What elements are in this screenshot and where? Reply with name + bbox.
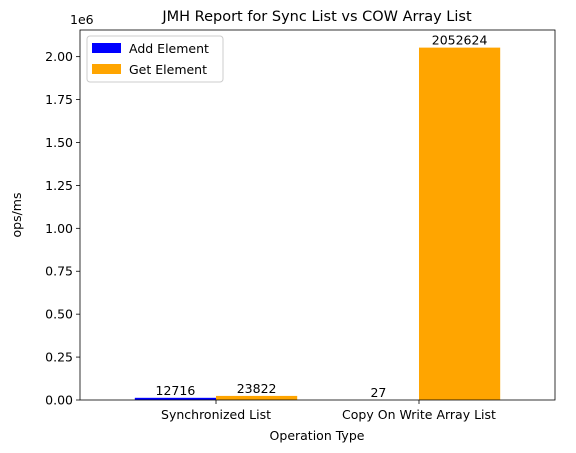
data-label: 12716: [156, 383, 196, 398]
x-axis-label: Operation Type: [270, 428, 365, 443]
data-label: 27: [370, 385, 386, 400]
y-tick-label: 0.50: [45, 307, 73, 322]
y-tick-label: 0.25: [45, 350, 73, 365]
y-axis-offset-text: 1e6: [70, 12, 94, 27]
legend-swatch: [92, 64, 121, 74]
legend-entry: Add Element: [129, 41, 209, 56]
x-tick-label: Copy On Write Array List: [342, 407, 496, 422]
data-labels-layer: 12716 27 23822 2052624: [156, 33, 488, 400]
y-tick-label: 1.25: [45, 178, 73, 193]
y-tick-label: 0.75: [45, 264, 73, 279]
bars-layer: [134, 47, 501, 400]
y-tick-label: 1.75: [45, 92, 73, 107]
data-label: 2052624: [432, 33, 488, 48]
y-axis-ticks: 0.00 0.25 0.50 0.75 1.00 1.25 1.50 1.75 2.00: [45, 49, 80, 408]
bar-get-element-1: [418, 47, 501, 400]
x-tick-label: Synchronized List: [161, 407, 271, 422]
chart-title: JMH Report for Sync List vs COW Array Li…: [161, 9, 472, 25]
y-tick-label: 1.50: [45, 135, 73, 150]
y-tick-label: 2.00: [45, 49, 73, 64]
legend-entry: Get Element: [129, 62, 207, 77]
legend: Add Element Get Element: [86, 35, 224, 83]
x-axis-ticks: Synchronized List Copy On Write Array Lis…: [161, 400, 496, 422]
bar-add-element-0: [134, 397, 217, 400]
bar-get-element-0: [216, 395, 298, 400]
data-label: 23822: [237, 381, 277, 396]
y-axis-label: ops/ms: [9, 193, 24, 238]
y-tick-label: 0.00: [45, 393, 73, 408]
y-tick-label: 1.00: [45, 221, 73, 236]
plot-frame: [79, 29, 556, 401]
legend-swatch: [92, 43, 121, 53]
